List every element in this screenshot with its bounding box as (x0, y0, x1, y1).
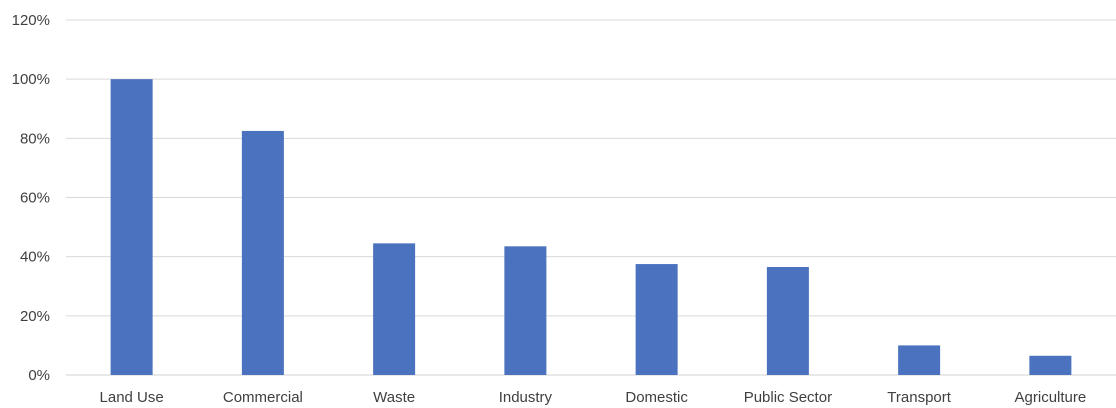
bar-domestic (635, 264, 678, 375)
y-tick-label: 60% (20, 190, 50, 207)
y-tick-label: 120% (12, 12, 50, 29)
x-tick-label: Waste (373, 389, 415, 406)
bars (110, 79, 1072, 376)
y-tick-label: 100% (12, 71, 50, 88)
x-tick-label: Land Use (100, 389, 164, 406)
y-tick-label: 80% (20, 130, 50, 147)
x-tick-label: Domestic (625, 389, 688, 406)
y-axis-tick-labels: 0% 20% 40% 60% 80% 100% 120% (12, 12, 50, 384)
bar-agriculture (1029, 355, 1072, 375)
x-tick-label: Public Sector (744, 389, 832, 406)
y-tick-label: 40% (20, 249, 50, 266)
x-tick-label: Agriculture (1015, 389, 1087, 406)
x-tick-label: Industry (499, 389, 553, 406)
x-axis-tick-labels: Land Use Commercial Waste Industry Domestic P… (100, 389, 1087, 406)
bar-transport (898, 345, 941, 375)
bar-commercial (241, 130, 284, 375)
bar-land-use (110, 79, 153, 376)
bar-industry (504, 246, 547, 375)
gridlines (66, 19, 1116, 376)
bar-public-sector (766, 267, 809, 375)
x-tick-label: Transport (887, 389, 951, 406)
bar-waste (373, 243, 416, 375)
y-tick-label: 20% (20, 308, 50, 325)
x-tick-label: Commercial (223, 389, 303, 406)
y-tick-label: 0% (28, 367, 50, 384)
